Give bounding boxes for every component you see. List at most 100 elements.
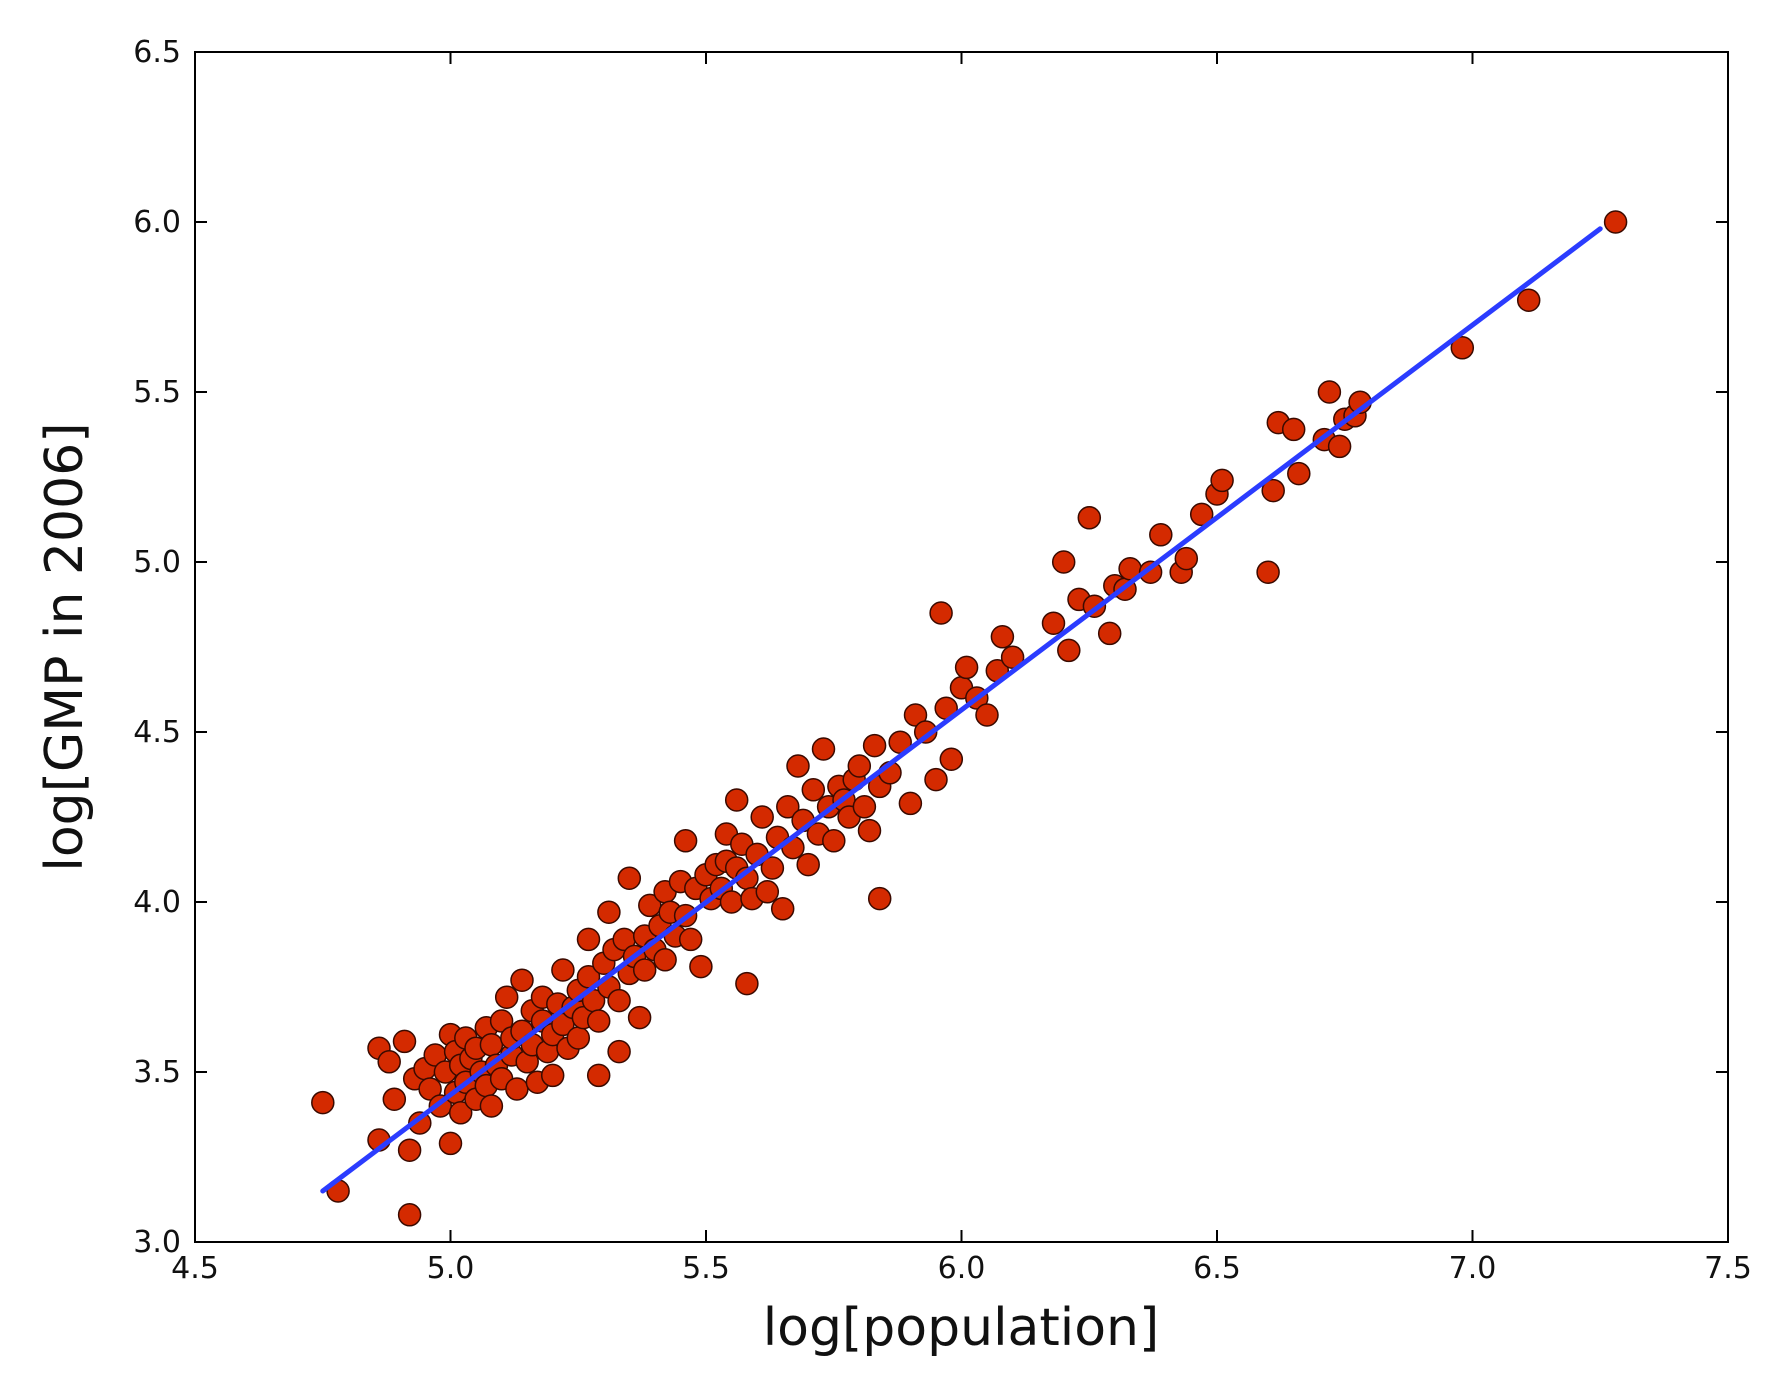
data-point [750, 805, 774, 829]
data-point [1057, 638, 1081, 663]
data-point [1210, 468, 1234, 493]
data-point [1189, 502, 1214, 527]
data-point [382, 1087, 407, 1111]
data-point [689, 954, 713, 979]
tick-layer: 4.5 5.0 5.5 6.0 6.5 7.0 7.5 3.0 3.5 4.0 4.5 5.0 5.5 6… [133, 35, 1752, 1286]
data-point [494, 985, 519, 1009]
x-tick-label: 7.5 [1704, 1251, 1752, 1286]
data-point [505, 1077, 529, 1101]
data-point [811, 737, 836, 761]
data-point [822, 829, 846, 853]
data-point [852, 795, 877, 819]
data-point [862, 733, 887, 758]
data-point [678, 927, 703, 952]
data-point [1097, 621, 1122, 646]
data-point [796, 852, 820, 877]
data-point [760, 856, 785, 880]
data-point [397, 1203, 422, 1227]
data-point [607, 988, 631, 1013]
y-tick-label: 5.0 [133, 545, 181, 580]
x-tick-label: 5.0 [427, 1251, 475, 1286]
data-point [719, 890, 744, 914]
data-point [1516, 288, 1541, 312]
data-point [607, 1039, 631, 1064]
data-point [551, 958, 575, 982]
data-point [1041, 611, 1066, 635]
data-point [1317, 380, 1342, 404]
data-point [397, 1138, 422, 1162]
data-point [586, 1009, 611, 1033]
x-tick-label: 4.5 [171, 1251, 219, 1286]
data-point [898, 791, 923, 816]
data-point [857, 818, 882, 843]
data-point [479, 1033, 504, 1057]
x-tick-label: 6.0 [938, 1251, 986, 1286]
data-point [776, 795, 800, 819]
data-point [786, 754, 810, 778]
data-point [540, 1063, 565, 1088]
data-point [438, 1131, 463, 1156]
data-point [1450, 336, 1475, 360]
data-point [924, 767, 948, 792]
x-tick-label: 5.5 [682, 1251, 730, 1286]
data-point [990, 625, 1015, 649]
data-point [489, 1009, 514, 1033]
data-point [632, 958, 657, 982]
data-point [1051, 550, 1076, 574]
data-point [939, 747, 964, 771]
data-point [867, 886, 892, 911]
y-tick-label: 3.0 [133, 1225, 181, 1260]
y-tick-label: 5.5 [133, 375, 181, 410]
data-point [1000, 645, 1025, 669]
data-point [1281, 417, 1306, 442]
data-point [929, 601, 953, 625]
data-point [1256, 560, 1280, 584]
y-tick-label: 6.0 [133, 205, 181, 240]
data-point [576, 927, 601, 952]
data-layer [311, 210, 1628, 1227]
data-point [418, 1077, 442, 1101]
data-point [954, 655, 979, 680]
data-point [1261, 478, 1285, 503]
data-point [1077, 506, 1102, 530]
y-tick-label: 3.5 [133, 1055, 181, 1090]
data-point [377, 1050, 401, 1074]
data-point [586, 1063, 611, 1088]
data-point [903, 703, 928, 727]
data-point [975, 703, 999, 727]
data-point [724, 788, 749, 812]
data-point [617, 866, 642, 890]
data-point [566, 1026, 591, 1050]
y-tick-label: 6.5 [133, 35, 181, 70]
data-point [510, 968, 534, 992]
data-point [1327, 434, 1352, 459]
x-tick-label: 7.0 [1449, 1251, 1497, 1286]
y-axis-label: log[GMP in 2006] [35, 422, 95, 871]
data-point [448, 1101, 473, 1125]
x-axis-label: log[population] [763, 1298, 1160, 1358]
data-point [801, 778, 826, 802]
data-point [311, 1090, 335, 1115]
y-tick-label: 4.5 [133, 715, 181, 750]
data-point [479, 1094, 504, 1118]
data-point [1138, 560, 1163, 584]
data-point [847, 754, 872, 778]
data-point [735, 971, 759, 996]
data-point [1603, 210, 1628, 234]
data-point [770, 897, 795, 921]
data-point [673, 829, 698, 853]
data-point [627, 1005, 652, 1030]
data-point [1174, 546, 1199, 571]
x-tick-label: 6.5 [1193, 1251, 1241, 1286]
data-point [1287, 461, 1311, 486]
data-point [1149, 523, 1173, 547]
y-tick-label: 4.0 [133, 885, 181, 920]
data-point [408, 1111, 432, 1135]
data-point [597, 900, 621, 924]
data-point [755, 880, 780, 904]
data-point [913, 720, 938, 744]
data-point [392, 1029, 417, 1054]
fit-line [320, 226, 1603, 1194]
data-point [653, 948, 677, 972]
